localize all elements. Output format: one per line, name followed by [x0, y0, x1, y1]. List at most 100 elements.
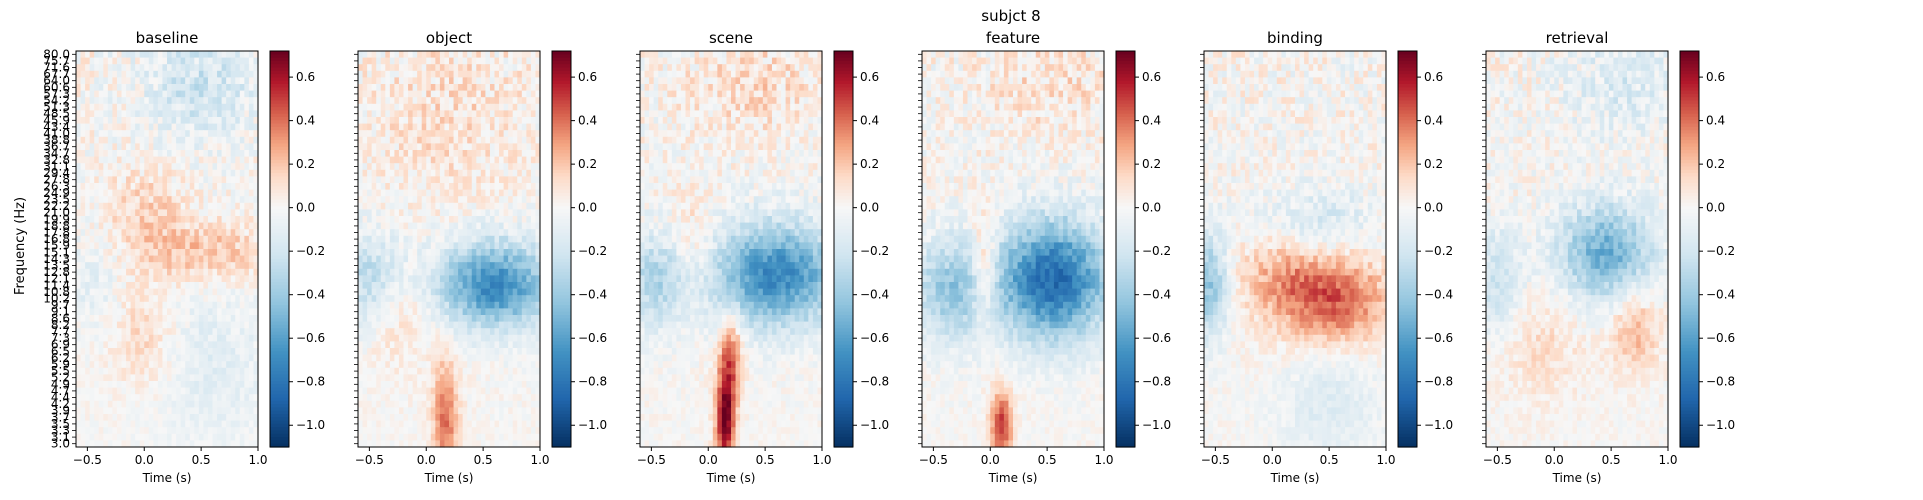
heatmap-cell	[248, 242, 255, 250]
heatmap-cell	[530, 156, 537, 164]
heatmap-cell	[403, 196, 409, 204]
heatmap-cell	[189, 315, 195, 323]
heatmap-cell	[480, 328, 486, 336]
heatmap-cell	[135, 295, 141, 303]
y-tick-label: 19.9	[43, 212, 70, 226]
heatmap-cell	[167, 84, 173, 92]
heatmap-cell	[76, 90, 82, 98]
heatmap-cell	[230, 169, 236, 177]
heatmap-cell	[421, 361, 427, 369]
y-tick-label: 3.3	[51, 424, 70, 438]
heatmap-cell	[153, 414, 159, 422]
heatmap-cell	[153, 235, 159, 243]
heatmap-cell	[462, 249, 468, 257]
heatmap-cell	[89, 367, 95, 375]
heatmap-cell	[217, 420, 223, 428]
heatmap-cell	[508, 216, 514, 224]
heatmap-cell	[394, 354, 400, 362]
heatmap-cell	[157, 242, 164, 250]
heatmap-cell	[148, 341, 154, 349]
heatmap-cell	[508, 242, 514, 250]
heatmap-cell	[153, 196, 159, 204]
heatmap-cell	[112, 295, 118, 303]
heatmap-cell	[358, 295, 364, 303]
heatmap-cell	[180, 381, 186, 389]
heatmap-cell	[489, 394, 496, 402]
heatmap-cell	[480, 97, 486, 105]
heatmap-cell	[494, 150, 500, 158]
heatmap-cell	[76, 64, 82, 72]
heatmap-cell	[426, 84, 432, 92]
heatmap-cell	[207, 407, 214, 415]
heatmap-cell	[489, 57, 496, 65]
heatmap-cell	[126, 163, 132, 171]
heatmap-cell	[480, 130, 486, 138]
heatmap-cell	[103, 163, 109, 171]
heatmap-cell	[417, 249, 423, 257]
heatmap-cell	[189, 301, 195, 309]
colorbar-tick-label: 0.0	[296, 201, 315, 215]
heatmap-cell	[176, 387, 182, 395]
heatmap-cell	[371, 301, 377, 309]
heatmap-cell	[239, 163, 245, 171]
heatmap-cell	[89, 51, 95, 59]
heatmap-cell	[371, 407, 377, 415]
heatmap-cell	[371, 268, 377, 276]
heatmap-cell	[517, 381, 523, 389]
heatmap-cell	[421, 84, 427, 92]
heatmap-cell	[371, 262, 377, 270]
heatmap-cell	[485, 117, 491, 125]
heatmap-cell	[430, 123, 436, 131]
heatmap-cell	[449, 354, 455, 362]
heatmap-cell	[139, 64, 145, 72]
heatmap-cell	[476, 51, 482, 59]
heatmap-cell	[485, 103, 491, 111]
heatmap-cell	[153, 361, 159, 369]
heatmap-cell	[239, 367, 245, 375]
heatmap-cell	[358, 143, 364, 151]
heatmap-cell	[462, 222, 468, 230]
heatmap-cell	[235, 90, 241, 98]
heatmap-cell	[508, 163, 514, 171]
heatmap-cell	[449, 163, 455, 171]
heatmap-cell	[508, 169, 514, 177]
heatmap-cell	[398, 130, 405, 138]
heatmap-cell	[107, 90, 113, 98]
heatmap-cell	[107, 288, 113, 296]
heatmap-cell	[185, 334, 191, 342]
heatmap-cell	[439, 84, 446, 92]
heatmap-cell	[189, 387, 195, 395]
heatmap-cell	[503, 123, 509, 131]
heatmap-cell	[94, 136, 100, 144]
heatmap-cell	[244, 262, 250, 270]
heatmap-cell	[430, 136, 436, 144]
heatmap-cell	[376, 400, 382, 408]
heatmap-cell	[458, 420, 464, 428]
heatmap-cell	[162, 268, 168, 276]
heatmap-cell	[207, 150, 214, 158]
heatmap-cell	[403, 341, 409, 349]
heatmap-cell	[98, 84, 104, 92]
heatmap-cell	[139, 262, 145, 270]
heatmap-cell	[135, 414, 141, 422]
heatmap-cell	[449, 334, 455, 342]
heatmap-cell	[126, 321, 132, 329]
heatmap-cell	[467, 394, 473, 402]
heatmap-cell	[467, 321, 473, 329]
heatmap-cell	[503, 242, 509, 250]
heatmap-cell	[176, 341, 182, 349]
heatmap-cell	[471, 189, 477, 197]
heatmap-cell	[135, 123, 141, 131]
y-tick-label: 51.3	[43, 100, 70, 114]
heatmap-cell	[226, 57, 232, 65]
heatmap-cell	[116, 282, 123, 290]
heatmap-cell	[107, 374, 113, 382]
heatmap-cell	[112, 288, 118, 296]
heatmap-cell	[535, 103, 541, 111]
heatmap-cell	[430, 110, 436, 118]
heatmap-cell	[94, 202, 100, 210]
heatmap-cell	[157, 90, 164, 98]
heatmap-cell	[103, 387, 109, 395]
heatmap-cell	[499, 209, 505, 217]
heatmap-cell	[171, 374, 177, 382]
